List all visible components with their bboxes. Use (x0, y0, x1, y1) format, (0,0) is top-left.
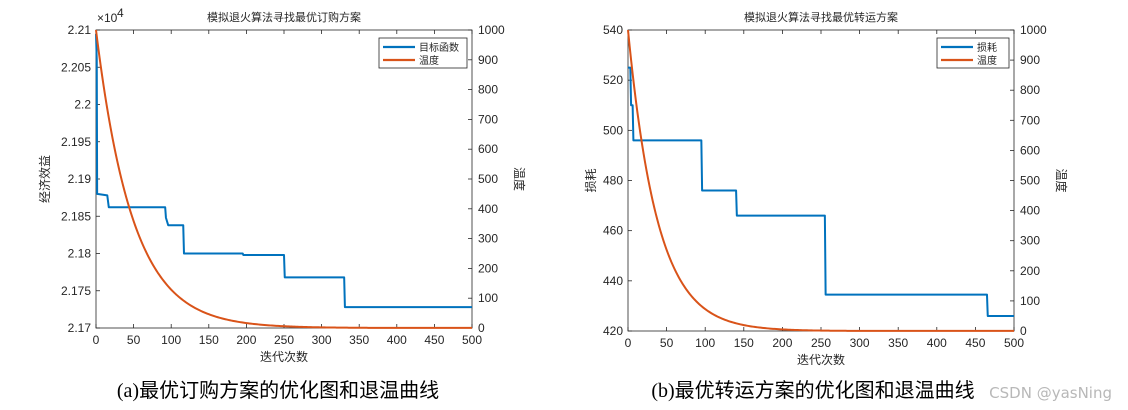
chart-b-x-tick-label: 150 (734, 336, 754, 350)
chart-b-y-tick-label: 500 (603, 123, 623, 137)
chart-a-y-tick-label: 2.17 (68, 321, 92, 335)
chart-b-x-tick-label: 0 (625, 336, 632, 350)
chart-b-y-tick-label: 480 (603, 174, 623, 188)
chart-b-x-ticks: 0 50 100 150 200 250 300 350 400 450 500 (625, 30, 1024, 350)
chart-a-y2-tick-label: 900 (478, 53, 498, 67)
chart-b-legend-label-0: 损耗 (977, 41, 997, 54)
chart-a-y-tick-label: 2.205 (61, 60, 91, 74)
chart-a-legend-box (378, 37, 468, 69)
chart-a-exponent-base: ×10 (97, 11, 118, 25)
chart-b-series-line-0 (628, 66, 1014, 317)
chart-a-exponent-power: 4 (117, 6, 124, 20)
chart-b-y2-tick-label: 700 (1020, 113, 1040, 127)
chart-b-series (627, 29, 1014, 332)
chart-panel-a: 模拟退火算法寻找最优订购方案 0 50 100 150 200 250 300 350 400 4… (37, 6, 527, 402)
chart-b-y2-tick-label: 0 (1020, 324, 1027, 338)
chart-b-x-tick-label: 450 (965, 336, 985, 350)
chart-a-x-tick-label: 50 (127, 333, 141, 347)
chart-b-plot-area (627, 29, 1015, 332)
chart-b-y2-tick-label: 400 (1020, 204, 1040, 218)
chart-a-y2-tick-label: 600 (478, 142, 498, 156)
chart-b-y-tick-label: 520 (603, 73, 623, 87)
chart-a-x-tick-label: 100 (161, 333, 181, 347)
chart-b-x-tick-label: 200 (772, 336, 792, 350)
chart-b-y-tick-label: 540 (603, 23, 623, 37)
chart-panel-b: 模拟退火算法寻找最优转运方案 0 50 100 150 200 250 300 350 400 4… (584, 10, 1069, 402)
chart-a-x-tick-label: 250 (274, 333, 294, 347)
chart-b-y-tick-label: 420 (603, 324, 623, 338)
chart-b-legend: 损耗 温度 (936, 37, 1010, 69)
chart-a-y2-ticks: 0 100 200 300 400 500 600 700 800 900 1000 (468, 23, 505, 335)
chart-a-x-tick-label: 500 (462, 333, 482, 347)
chart-b-x-tick-label: 300 (850, 336, 870, 350)
chart-a-y-tick-label: 2.2 (74, 98, 91, 112)
chart-a-y-ticks: 2.17 2.175 2.18 2.185 2.19 2.195 2.2 2.205 2.21 (61, 23, 100, 335)
chart-a-y-tick-label: 2.175 (61, 284, 91, 298)
chart-b-y2-tick-label: 1000 (1020, 23, 1047, 37)
chart-a-legend-label-1: 温度 (419, 54, 439, 67)
chart-a-series-line-0 (95, 33, 472, 309)
chart-b-y2-tick-label: 100 (1020, 294, 1040, 308)
chart-a-x-tick-label: 450 (424, 333, 444, 347)
chart-a-y-tick-label: 2.19 (68, 172, 92, 186)
chart-b-x-tick-label: 400 (927, 336, 947, 350)
chart-b-series-line-1 (627, 29, 1014, 332)
chart-a-y2-tick-label: 200 (478, 261, 498, 275)
chart-a-y2-tick-label: 100 (478, 291, 498, 305)
chart-a-series (95, 29, 472, 329)
chart-b-y2-ticks: 0 100 200 300 400 500 600 700 800 900 1000 (1010, 23, 1047, 338)
chart-a-y-tick-label: 2.18 (68, 247, 92, 261)
chart-b-y-ticks: 420 440 460 480 500 520 540 (603, 23, 632, 338)
chart-a-y2-tick-label: 400 (478, 202, 498, 216)
chart-a-x-tick-label: 350 (349, 333, 369, 347)
chart-a-y-tick-label: 2.195 (61, 135, 91, 149)
chart-a-x-tick-label: 400 (387, 333, 407, 347)
chart-b-title: 模拟退火算法寻找最优转运方案 (744, 10, 898, 24)
chart-b-y2-tick-label: 600 (1020, 143, 1040, 157)
chart-b-y2-tick-label: 900 (1020, 53, 1040, 67)
chart-a-y2-tick-label: 800 (478, 83, 498, 97)
chart-a-legend-label-0: 目标函数 (419, 41, 459, 54)
chart-a-y2-label: 温度 (512, 167, 527, 191)
chart-a-title: 模拟退火算法寻找最优订购方案 (207, 10, 361, 24)
chart-a-y-tick-label: 2.21 (68, 23, 92, 37)
chart-b-legend-label-1: 温度 (977, 54, 997, 67)
chart-a-caption: (a)最优订购方案的优化图和退温曲线 (117, 379, 439, 402)
chart-b-y2-tick-label: 800 (1020, 83, 1040, 97)
chart-a-x-tick-label: 0 (93, 333, 100, 347)
chart-a-y2-tick-label: 0 (478, 321, 485, 335)
chart-b-legend-box (936, 37, 1010, 69)
chart-b-x-tick-label: 250 (811, 336, 831, 350)
chart-b-x-tick-label: 350 (888, 336, 908, 350)
chart-a-legend: 目标函数 温度 (378, 37, 468, 69)
chart-b-caption: (b)最优转运方案的优化图和退温曲线 (651, 379, 974, 402)
chart-b-y-tick-label: 460 (603, 224, 623, 238)
chart-a-x-tick-label: 300 (312, 333, 332, 347)
chart-a-series-line-1 (95, 29, 472, 329)
chart-b-y-tick-label: 440 (603, 274, 623, 288)
chart-a-plot-area (95, 29, 473, 329)
chart-a-y2-tick-label: 1000 (478, 23, 505, 37)
chart-b-x-tick-label: 100 (695, 336, 715, 350)
chart-b-y2-tick-label: 300 (1020, 234, 1040, 248)
chart-a-y2-tick-label: 300 (478, 232, 498, 246)
chart-a-y-label: 经济效益 (37, 155, 52, 203)
chart-b-x-tick-label: 50 (660, 336, 674, 350)
chart-a-x-label: 迭代次数 (260, 349, 308, 364)
chart-b-y-label: 损耗 (584, 168, 598, 192)
chart-b-y2-tick-label: 200 (1020, 264, 1040, 278)
chart-b-x-tick-label: 500 (1004, 336, 1024, 350)
chart-b-y2-label: 温度 (1054, 168, 1069, 192)
chart-b-x-label: 迭代次数 (797, 352, 845, 367)
chart-a-x-tick-label: 150 (199, 333, 219, 347)
chart-b-y2-tick-label: 500 (1020, 174, 1040, 188)
chart-a-x-ticks: 0 50 100 150 200 250 300 350 400 450 500 (93, 30, 482, 347)
chart-a-y2-tick-label: 500 (478, 172, 498, 186)
chart-a-y-tick-label: 2.185 (61, 209, 91, 223)
chart-a-y2-tick-label: 700 (478, 112, 498, 126)
chart-a-x-tick-label: 200 (236, 333, 256, 347)
watermark: CSDN @yasNing (989, 384, 1112, 402)
